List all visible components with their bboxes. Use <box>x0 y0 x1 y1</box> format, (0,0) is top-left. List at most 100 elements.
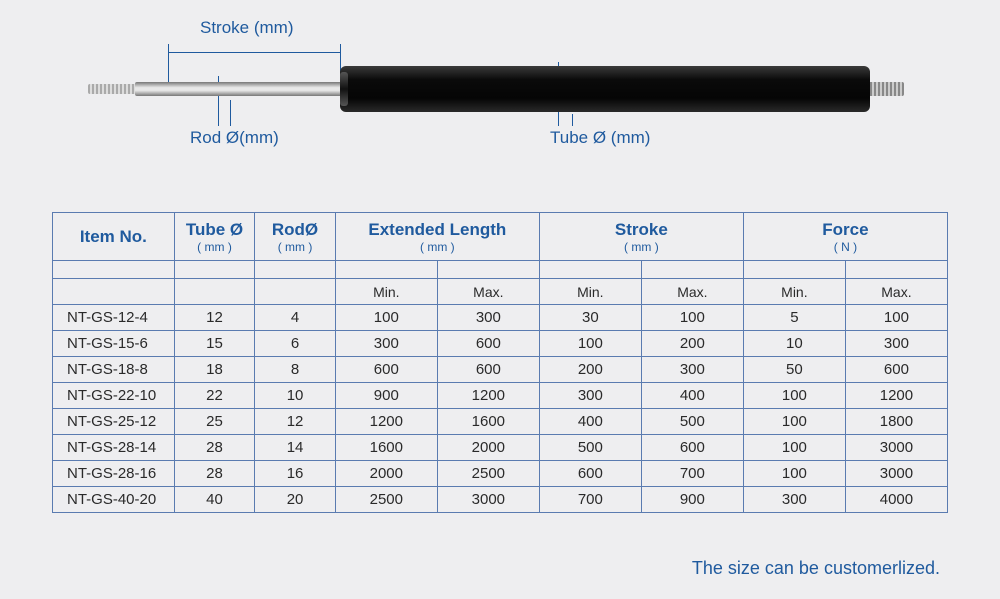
value-cell: 18 <box>174 357 255 383</box>
subheader-cell: Max. <box>845 279 947 305</box>
cylinder-tube <box>340 66 870 112</box>
value-cell: 3000 <box>845 461 947 487</box>
value-cell: 3000 <box>437 487 539 513</box>
value-cell: 1200 <box>437 383 539 409</box>
value-cell: 100 <box>845 305 947 331</box>
footer-note: The size can be customerlized. <box>692 558 940 579</box>
table-row: NT-GS-25-122512120016004005001001800 <box>53 409 948 435</box>
value-cell: 4000 <box>845 487 947 513</box>
value-cell: 500 <box>539 435 641 461</box>
value-cell: 900 <box>335 383 437 409</box>
table-row: NT-GS-18-818860060020030050600 <box>53 357 948 383</box>
spacer-cell <box>255 261 336 279</box>
spacer-cell <box>845 261 947 279</box>
tube-dia-tick-b <box>572 114 573 126</box>
spec-table-container: Item No.Tube Ø( mm )RodØ( mm )Extended L… <box>52 212 948 513</box>
value-cell: 600 <box>335 357 437 383</box>
value-cell: 100 <box>641 305 743 331</box>
value-cell: 2500 <box>437 461 539 487</box>
value-cell: 1800 <box>845 409 947 435</box>
value-cell: 300 <box>845 331 947 357</box>
tube-dia-label: Tube Ø (mm) <box>550 128 650 148</box>
value-cell: 100 <box>743 409 845 435</box>
value-cell: 28 <box>174 435 255 461</box>
subheader-cell: Max. <box>641 279 743 305</box>
value-cell: 30 <box>539 305 641 331</box>
stroke-tick-left <box>168 44 169 84</box>
spacer-cell <box>437 261 539 279</box>
value-cell: 300 <box>539 383 641 409</box>
value-cell: 3000 <box>845 435 947 461</box>
stroke-label: Stroke (mm) <box>200 18 294 38</box>
value-cell: 700 <box>641 461 743 487</box>
spacer-cell <box>53 261 175 279</box>
item-no-cell: NT-GS-40-20 <box>53 487 175 513</box>
subheader-cell <box>53 279 175 305</box>
value-cell: 300 <box>641 357 743 383</box>
table-head: Item No.Tube Ø( mm )RodØ( mm )Extended L… <box>53 213 948 261</box>
value-cell: 4 <box>255 305 336 331</box>
thread-right <box>870 82 904 96</box>
value-cell: 10 <box>743 331 845 357</box>
subheader-cell: Min. <box>539 279 641 305</box>
item-no-cell: NT-GS-22-10 <box>53 383 175 409</box>
value-cell: 400 <box>539 409 641 435</box>
value-cell: 28 <box>174 461 255 487</box>
value-cell: 25 <box>174 409 255 435</box>
item-no-cell: NT-GS-15-6 <box>53 331 175 357</box>
value-cell: 2500 <box>335 487 437 513</box>
value-cell: 300 <box>335 331 437 357</box>
value-cell: 400 <box>641 383 743 409</box>
value-cell: 2000 <box>335 461 437 487</box>
spacer-cell <box>743 261 845 279</box>
item-no-cell: NT-GS-28-14 <box>53 435 175 461</box>
value-cell: 600 <box>437 331 539 357</box>
value-cell: 20 <box>255 487 336 513</box>
column-header: Force( N ) <box>743 213 947 261</box>
item-no-cell: NT-GS-12-4 <box>53 305 175 331</box>
value-cell: 12 <box>255 409 336 435</box>
column-header: Tube Ø( mm ) <box>174 213 255 261</box>
table-row: NT-GS-28-142814160020005006001003000 <box>53 435 948 461</box>
subheader-cell <box>255 279 336 305</box>
gas-spring-diagram: Stroke (mm) Rod Ø(mm) Tube Ø (mm) <box>60 10 940 180</box>
item-no-cell: NT-GS-25-12 <box>53 409 175 435</box>
table-row: NT-GS-28-162816200025006007001003000 <box>53 461 948 487</box>
value-cell: 1200 <box>845 383 947 409</box>
value-cell: 12 <box>174 305 255 331</box>
spacer-cell <box>641 261 743 279</box>
subheader-cell: Min. <box>335 279 437 305</box>
table-row: NT-GS-40-204020250030007009003004000 <box>53 487 948 513</box>
piston-rod <box>135 82 345 96</box>
thread-left <box>88 84 136 94</box>
value-cell: 16 <box>255 461 336 487</box>
value-cell: 8 <box>255 357 336 383</box>
item-no-cell: NT-GS-28-16 <box>53 461 175 487</box>
spacer-cell <box>174 261 255 279</box>
item-no-cell: NT-GS-18-8 <box>53 357 175 383</box>
value-cell: 5 <box>743 305 845 331</box>
spacer-cell <box>335 261 437 279</box>
value-cell: 500 <box>641 409 743 435</box>
value-cell: 14 <box>255 435 336 461</box>
column-header: Stroke( mm ) <box>539 213 743 261</box>
rod-dia-label: Rod Ø(mm) <box>190 128 279 148</box>
value-cell: 200 <box>641 331 743 357</box>
value-cell: 40 <box>174 487 255 513</box>
value-cell: 600 <box>437 357 539 383</box>
table-row: NT-GS-12-4124100300301005100 <box>53 305 948 331</box>
column-header: Extended Length( mm ) <box>335 213 539 261</box>
value-cell: 300 <box>437 305 539 331</box>
subheader-cell: Max. <box>437 279 539 305</box>
column-header: Item No. <box>53 213 175 261</box>
value-cell: 100 <box>743 461 845 487</box>
value-cell: 600 <box>539 461 641 487</box>
value-cell: 900 <box>641 487 743 513</box>
value-cell: 100 <box>539 331 641 357</box>
spacer-cell <box>539 261 641 279</box>
value-cell: 1200 <box>335 409 437 435</box>
value-cell: 100 <box>743 383 845 409</box>
subheader-cell: Min. <box>743 279 845 305</box>
table-row: NT-GS-22-10221090012003004001001200 <box>53 383 948 409</box>
spec-table: Item No.Tube Ø( mm )RodØ( mm )Extended L… <box>52 212 948 513</box>
